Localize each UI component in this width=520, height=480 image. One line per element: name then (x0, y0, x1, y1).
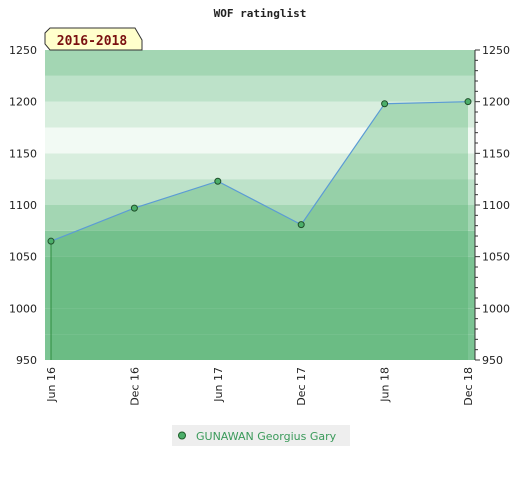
x-tick-label: Jun 17 (212, 367, 225, 403)
y-tick-label-right: 1250 (482, 44, 510, 57)
x-tick-label: Dec 18 (462, 367, 475, 406)
background-band (45, 334, 475, 360)
y-tick-label-right: 1150 (482, 147, 510, 160)
background-band (45, 153, 475, 180)
y-tick-label-right: 1000 (482, 302, 510, 315)
series-line (50, 101, 469, 242)
series-markers (47, 98, 472, 245)
y-tick-label-left: 1150 (9, 147, 37, 160)
background-band (45, 256, 475, 283)
background-band (45, 101, 475, 128)
y-tick-label-left: 1250 (9, 44, 37, 57)
background-band (45, 127, 475, 154)
data-point-6 (464, 98, 472, 106)
x-tick-label: Dec 17 (295, 367, 308, 406)
x-axis: Jun 16 Dec 16 Jun 17 Dec 17 Jun 18 Dec 18 (45, 367, 475, 406)
background-bands (45, 50, 475, 360)
period-badge: 2016-2018 (44, 27, 143, 51)
y-tick-label-left: 950 (16, 354, 37, 367)
y-axis-right: 950 1000 1050 1100 1150 1200 1250 (474, 44, 510, 367)
y-tick-label-right: 1100 (482, 199, 510, 212)
data-point-2 (130, 204, 138, 212)
y-tick-label-left: 1200 (9, 96, 37, 109)
period-badge-label: 2016-2018 (57, 34, 128, 49)
y-tick-label-right: 1200 (482, 96, 510, 109)
data-point-4 (297, 221, 305, 229)
background-band (45, 205, 475, 231)
background-band (45, 308, 475, 335)
x-tick-label: Jun 18 (379, 367, 392, 403)
series-area (51, 101, 468, 361)
legend-series-name: GUNAWAN Georgius Gary (196, 430, 337, 443)
data-point-3 (214, 177, 222, 185)
background-band (45, 282, 475, 309)
background-band (45, 230, 475, 257)
y-tick-label-left: 1000 (9, 302, 37, 315)
y-tick-label-left: 1050 (9, 251, 37, 264)
background-band (45, 50, 475, 76)
x-tick-label: Jun 16 (45, 367, 58, 403)
background-band (45, 179, 475, 205)
data-point-5 (381, 100, 389, 108)
data-point-1 (47, 237, 55, 245)
y-tick-label-left: 1100 (9, 199, 37, 212)
background-band (45, 75, 475, 102)
legend[interactable]: GUNAWAN Georgius Gary (172, 425, 350, 446)
y-tick-label-right: 950 (482, 354, 503, 367)
y-tick-label-right: 1050 (482, 251, 510, 264)
x-tick-label: Dec 16 (128, 367, 141, 406)
y-axis-left: 950 1000 1050 1100 1150 1200 1250 (9, 44, 37, 367)
chart-title: WOF ratinglist (214, 7, 307, 20)
legend-marker-icon (178, 431, 186, 440)
